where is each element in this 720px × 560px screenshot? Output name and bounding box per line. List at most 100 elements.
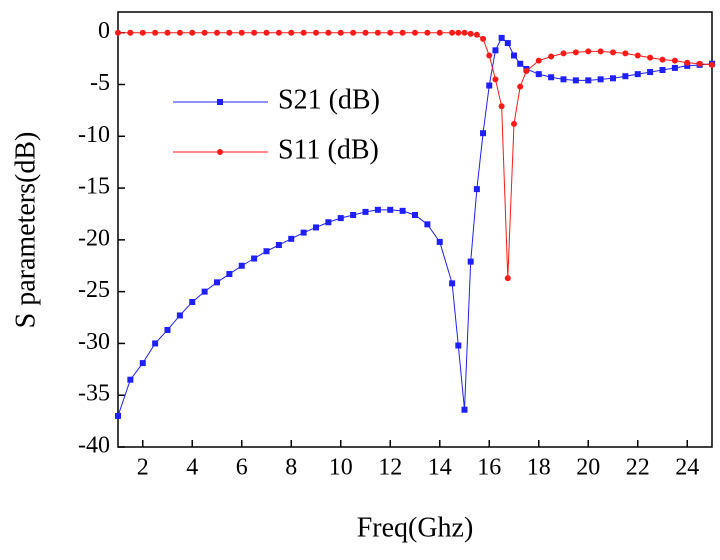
marker [238,29,245,36]
marker [226,29,233,36]
legend-label: S11 (dB) [278,134,379,165]
y-tick-label: -35 [78,381,110,407]
marker [263,248,270,255]
marker [201,29,208,36]
marker [486,82,493,89]
marker [504,275,511,282]
marker [399,29,406,36]
marker [350,212,357,218]
marker [498,34,505,41]
y-axis-label: S parameters(dB) [10,132,41,329]
plot-frame [117,11,713,448]
y-tick-label: -20 [78,225,110,251]
marker [647,69,654,76]
marker [337,215,344,222]
marker [300,229,307,236]
marker [412,212,418,218]
x-tick-label: 16 [477,455,501,481]
marker [511,120,517,127]
marker [176,312,183,319]
marker [480,35,487,42]
marker [659,56,666,63]
marker [217,99,223,105]
x-tick-label: 12 [378,455,402,481]
marker [449,29,456,36]
marker [610,49,616,56]
marker [572,77,579,84]
marker [486,52,493,59]
marker [436,238,443,245]
marker [288,29,295,36]
marker [585,77,592,84]
marker [399,207,406,214]
marker [597,76,604,83]
marker [585,48,592,55]
marker [412,29,418,36]
marker [374,206,381,213]
series-line [118,32,713,279]
marker [164,29,171,36]
marker [647,54,654,61]
marker [473,186,480,193]
marker [523,68,530,75]
marker [622,73,629,80]
marker [387,206,394,213]
marker [511,52,517,59]
marker [362,208,369,215]
marker [214,279,220,286]
marker [337,29,344,36]
marker [251,255,258,262]
marker [461,29,468,36]
marker [288,235,295,242]
marker [535,57,542,64]
marker [671,57,678,64]
marker [350,29,357,36]
marker [214,29,220,36]
marker [164,326,171,333]
marker [374,29,381,36]
marker [467,258,474,265]
x-tick-label: 10 [329,455,353,481]
marker [498,103,505,110]
marker [201,288,208,295]
marker [473,31,480,38]
marker [684,62,691,69]
x-tick-label: 4 [186,455,198,481]
marker [251,29,258,36]
marker [671,64,678,71]
y-tick-label: -40 [78,433,110,459]
marker [238,262,245,269]
marker [622,50,629,57]
marker [275,242,282,249]
x-tick-label: 24 [675,455,699,481]
marker [362,29,369,36]
marker [226,271,233,278]
marker [548,74,555,81]
x-tick-label: 2 [137,455,149,481]
x-axis-label: Freq(Ghz) [357,512,474,543]
marker [217,149,223,155]
series-line [117,37,713,417]
y-tick-label: -10 [78,122,110,148]
y-tick-label: -5 [90,70,110,96]
marker [139,360,146,367]
marker [176,29,183,36]
marker [387,29,394,36]
marker [467,30,474,37]
marker [300,29,307,36]
x-tick-label: 8 [285,455,297,481]
marker [572,49,579,56]
x-tick-label: 22 [626,455,650,481]
marker [424,29,431,36]
marker [127,376,134,383]
marker [115,29,121,36]
legend-label: S21 (dB) [278,84,380,115]
marker [189,299,196,305]
marker [560,50,567,57]
marker [152,29,159,36]
marker [263,29,270,36]
y-tick-label: -25 [78,277,110,303]
marker [535,71,542,78]
marker [461,406,468,413]
